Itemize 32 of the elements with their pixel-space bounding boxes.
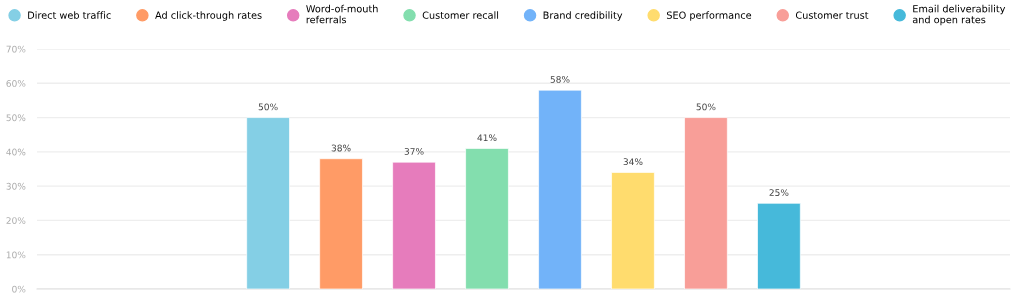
y-tick-label: 10% [6, 251, 26, 259]
bar [684, 117, 728, 289]
data-label: 37% [404, 148, 424, 155]
bar [465, 148, 509, 289]
y-tick-label: 70% [6, 45, 26, 53]
data-label: 50% [258, 103, 278, 111]
data-label: 58% [550, 76, 570, 83]
legend-label: Email deliverability and open rates [912, 4, 1006, 26]
bar [538, 89, 582, 289]
y-tick-label: 40% [6, 148, 26, 156]
data-label: 50% [696, 103, 716, 111]
bar [246, 117, 290, 289]
y-tick-label: 60% [6, 80, 26, 87]
bar [319, 158, 363, 289]
data-label: 41% [477, 134, 497, 142]
legend-label: Customer recall [422, 11, 499, 19]
data-label: 34% [623, 158, 643, 166]
bar [392, 161, 436, 289]
legend-label: SEO performance [666, 11, 752, 21]
legend-label: Direct web traffic [28, 11, 111, 19]
y-tick-label: 50% [6, 114, 26, 122]
bar [611, 172, 655, 289]
legend-label: Brand credibility [543, 11, 623, 21]
legend-label: Word-of-mouth referrals [306, 4, 378, 24]
legend-label: Ad click-through rates [155, 11, 262, 21]
y-tick-label: 20% [6, 217, 26, 224]
y-tick-label: 30% [6, 182, 26, 190]
data-label: 38% [331, 144, 351, 152]
bar [757, 202, 801, 289]
data-label: 25% [769, 189, 789, 196]
y-tick-label: 0% [12, 285, 26, 293]
legend-label: Customer trust [795, 11, 869, 19]
